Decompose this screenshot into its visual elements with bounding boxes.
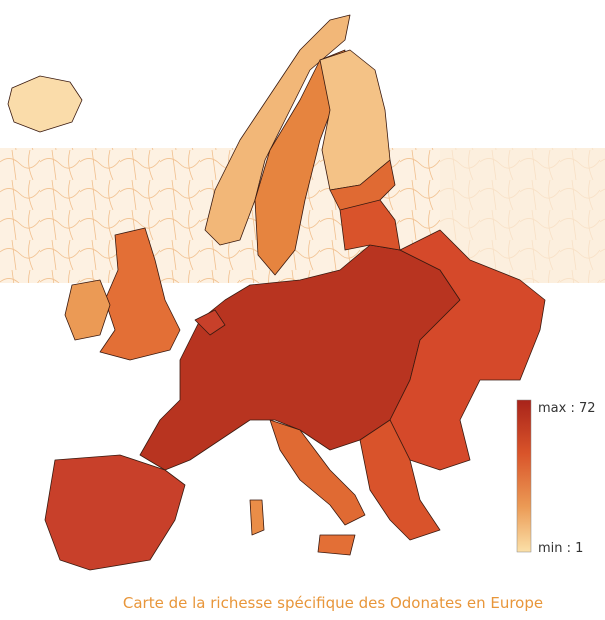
land xyxy=(7,14,546,571)
legend: max : 72 min : 1 xyxy=(516,399,596,556)
legend-max: max : 72 xyxy=(538,401,596,416)
legend-min: min : 1 xyxy=(538,541,583,556)
legend-gradient xyxy=(516,399,532,553)
caption: Carte de la richesse spécifique des Odon… xyxy=(123,594,543,612)
